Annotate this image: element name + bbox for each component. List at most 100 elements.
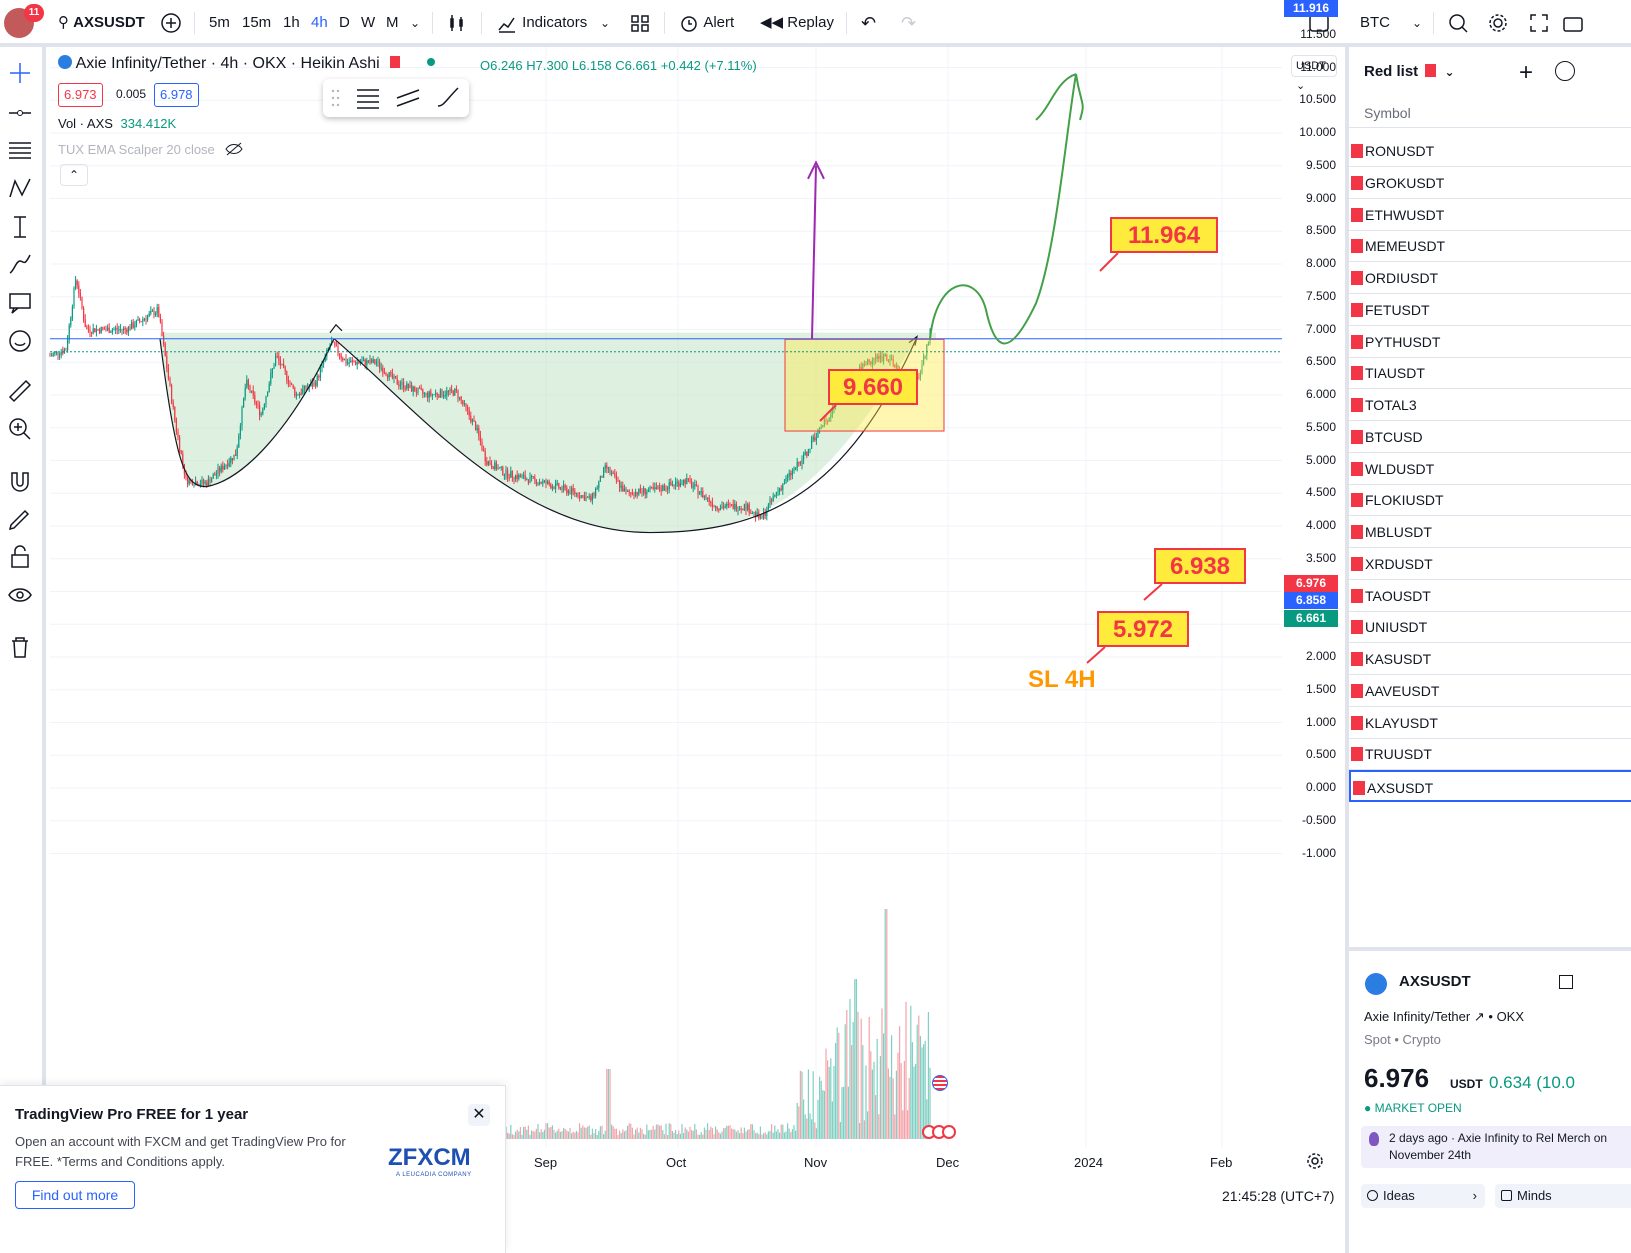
red-flag-icon[interactable] (1351, 493, 1363, 508)
fullscreen-button[interactable] (1528, 8, 1550, 38)
watchlist-row[interactable]: UNIUSDT (1349, 611, 1631, 644)
indicator-legend[interactable]: TUX EMA Scalper 20 close (58, 142, 244, 157)
target-callout-9660[interactable]: 9.660 (828, 369, 918, 405)
red-flag-icon[interactable] (1351, 652, 1363, 666)
brush-tool-icon[interactable] (434, 84, 462, 112)
red-flag-icon[interactable] (1351, 429, 1363, 444)
indicators-chevron-icon[interactable]: ⌄ (600, 16, 611, 30)
watchlist-row[interactable]: WLDUSDT (1349, 453, 1631, 485)
close-icon[interactable]: ✕ (468, 1104, 490, 1126)
interval-5m[interactable]: 5m (209, 14, 230, 31)
red-flag-icon[interactable] (1351, 715, 1363, 730)
ruler-icon[interactable] (6, 377, 34, 405)
compare-symbol[interactable]: BTC (1360, 14, 1390, 31)
add-symbol-icon[interactable]: + (1519, 59, 1534, 86)
interval-15m[interactable]: 15m (242, 14, 272, 31)
alert-button[interactable]: Alert (678, 8, 734, 38)
us-flag-icon[interactable] (932, 1075, 948, 1091)
watchlist-title[interactable]: Red list ⌄ (1364, 63, 1455, 80)
brush-icon[interactable] (6, 251, 34, 279)
watchlist-row[interactable]: MBLUSDT (1349, 516, 1631, 548)
red-flag-icon[interactable] (1351, 525, 1363, 539)
undo-icon[interactable]: ↶ (861, 13, 877, 33)
compare-chevron-icon[interactable]: ⌄ (1412, 16, 1423, 30)
measure-icon[interactable] (6, 213, 34, 241)
interval-w[interactable]: W (361, 14, 376, 31)
details-name[interactable]: Axie Infinity/Tether ↗ • OKX (1364, 1009, 1524, 1025)
watchlist-row[interactable]: TIAUSDT (1349, 357, 1631, 390)
fib-retracement-icon[interactable] (6, 137, 34, 165)
symbol-column-header[interactable]: Symbol (1364, 105, 1411, 121)
watchlist-row[interactable]: XRDUSDT (1349, 548, 1631, 580)
watchlist-row[interactable]: AAVEUSDT (1349, 675, 1631, 707)
watchlist-row[interactable]: MEMEUSDT (1349, 230, 1631, 263)
red-flag-icon[interactable] (1351, 334, 1363, 349)
red-flag-icon[interactable] (1351, 271, 1363, 285)
watchlist-row[interactable]: FETUSDT (1349, 294, 1631, 326)
red-flag-icon[interactable] (1351, 620, 1363, 635)
clock[interactable]: 21:45:28 (UTC+7) (1222, 1188, 1335, 1204)
volume-legend[interactable]: Vol · AXS 334.412K (58, 116, 176, 131)
watchlist-row[interactable]: FLOKIUSDT (1349, 484, 1631, 517)
details-grid-icon[interactable] (1559, 975, 1573, 989)
layouts-button[interactable] (629, 8, 651, 38)
red-flag-icon[interactable] (1351, 588, 1363, 603)
crosshair-icon[interactable] (6, 59, 34, 87)
add-symbol-button[interactable] (160, 8, 182, 38)
clock-icon[interactable] (1555, 61, 1575, 81)
sell-price-button[interactable]: 6.973 (58, 83, 103, 107)
red-flag-icon[interactable] (1351, 461, 1363, 476)
red-flag-icon[interactable] (1351, 366, 1363, 381)
chart-pane[interactable]: Axie Infinity/Tether · 4h · OKX · Heikin… (46, 0, 1345, 1253)
red-flag-icon[interactable] (1351, 175, 1363, 190)
red-flag-icon[interactable] (1351, 207, 1363, 222)
lock-icon[interactable] (6, 543, 34, 571)
replay-button[interactable]: ◀◀ Replay (760, 8, 834, 38)
red-flag-icon[interactable] (1353, 781, 1365, 795)
interval-d[interactable]: D (339, 14, 350, 31)
entry-callout-6938[interactable]: 6.938 (1154, 548, 1246, 584)
hidden-eye-icon[interactable] (224, 142, 244, 156)
red-flag-icon[interactable] (1351, 302, 1363, 317)
pattern-icon[interactable] (6, 175, 34, 203)
magnet-icon[interactable] (6, 467, 34, 495)
watchlist-row[interactable]: RONUSDT (1349, 135, 1631, 167)
symbol-legend[interactable]: Axie Infinity/Tether · 4h · OKX · Heikin… (58, 55, 435, 73)
red-flag-icon[interactable] (390, 56, 401, 68)
pencil-lock-icon[interactable] (6, 505, 34, 533)
interval-1h[interactable]: 1h (283, 14, 300, 31)
red-flag-icon[interactable] (1351, 144, 1363, 158)
watchlist-row[interactable]: TAOUSDT (1349, 580, 1631, 612)
red-flag-icon[interactable] (1351, 239, 1363, 254)
red-flag-icon[interactable] (1351, 683, 1363, 698)
eye-icon[interactable] (6, 581, 34, 609)
watchlist-row[interactable]: KASUSDT (1349, 643, 1631, 675)
watchlist-row[interactable]: ORDIUSDT (1349, 262, 1631, 294)
text-note-icon[interactable] (6, 289, 34, 317)
watchlist-row[interactable]: TRUUSDT (1349, 738, 1631, 771)
watchlist-row[interactable]: KLAYUSDT (1349, 707, 1631, 739)
parallel-channel-icon[interactable] (394, 84, 422, 112)
target-callout-11964[interactable]: 11.964 (1110, 217, 1218, 253)
watchlist-row[interactable]: GROKUSDT (1349, 167, 1631, 199)
find-out-more-button[interactable]: Find out more (15, 1181, 135, 1209)
snapshot-button[interactable] (1562, 8, 1584, 38)
minds-tab[interactable]: Minds (1495, 1184, 1631, 1208)
quick-search-button[interactable] (1447, 8, 1469, 38)
trend-line-icon[interactable] (6, 99, 34, 127)
buy-price-button[interactable]: 6.978 (154, 83, 199, 107)
scale-settings-icon[interactable] (1305, 1151, 1325, 1171)
events-icons[interactable] (922, 1123, 962, 1143)
news-headline[interactable]: 2 days ago · Axie Infinity to Rel Merch … (1361, 1126, 1631, 1168)
settings-button[interactable] (1487, 8, 1509, 38)
chart-type-button[interactable] (446, 8, 468, 38)
red-flag-icon[interactable] (1351, 398, 1363, 412)
emoji-icon[interactable] (6, 327, 34, 355)
watchlist-row[interactable]: ETHWUSDT (1349, 199, 1631, 231)
indicators-button[interactable]: Indicators (496, 8, 587, 38)
interval-4h[interactable]: 4h (311, 14, 328, 31)
interval-dropdown-chevron-icon[interactable]: ⌄ (410, 16, 421, 30)
watchlist-row[interactable]: AXSUSDT (1349, 770, 1631, 802)
watchlist-row[interactable]: PYTHUSDT (1349, 326, 1631, 358)
watchlist-row[interactable]: BTCUSD (1349, 421, 1631, 453)
